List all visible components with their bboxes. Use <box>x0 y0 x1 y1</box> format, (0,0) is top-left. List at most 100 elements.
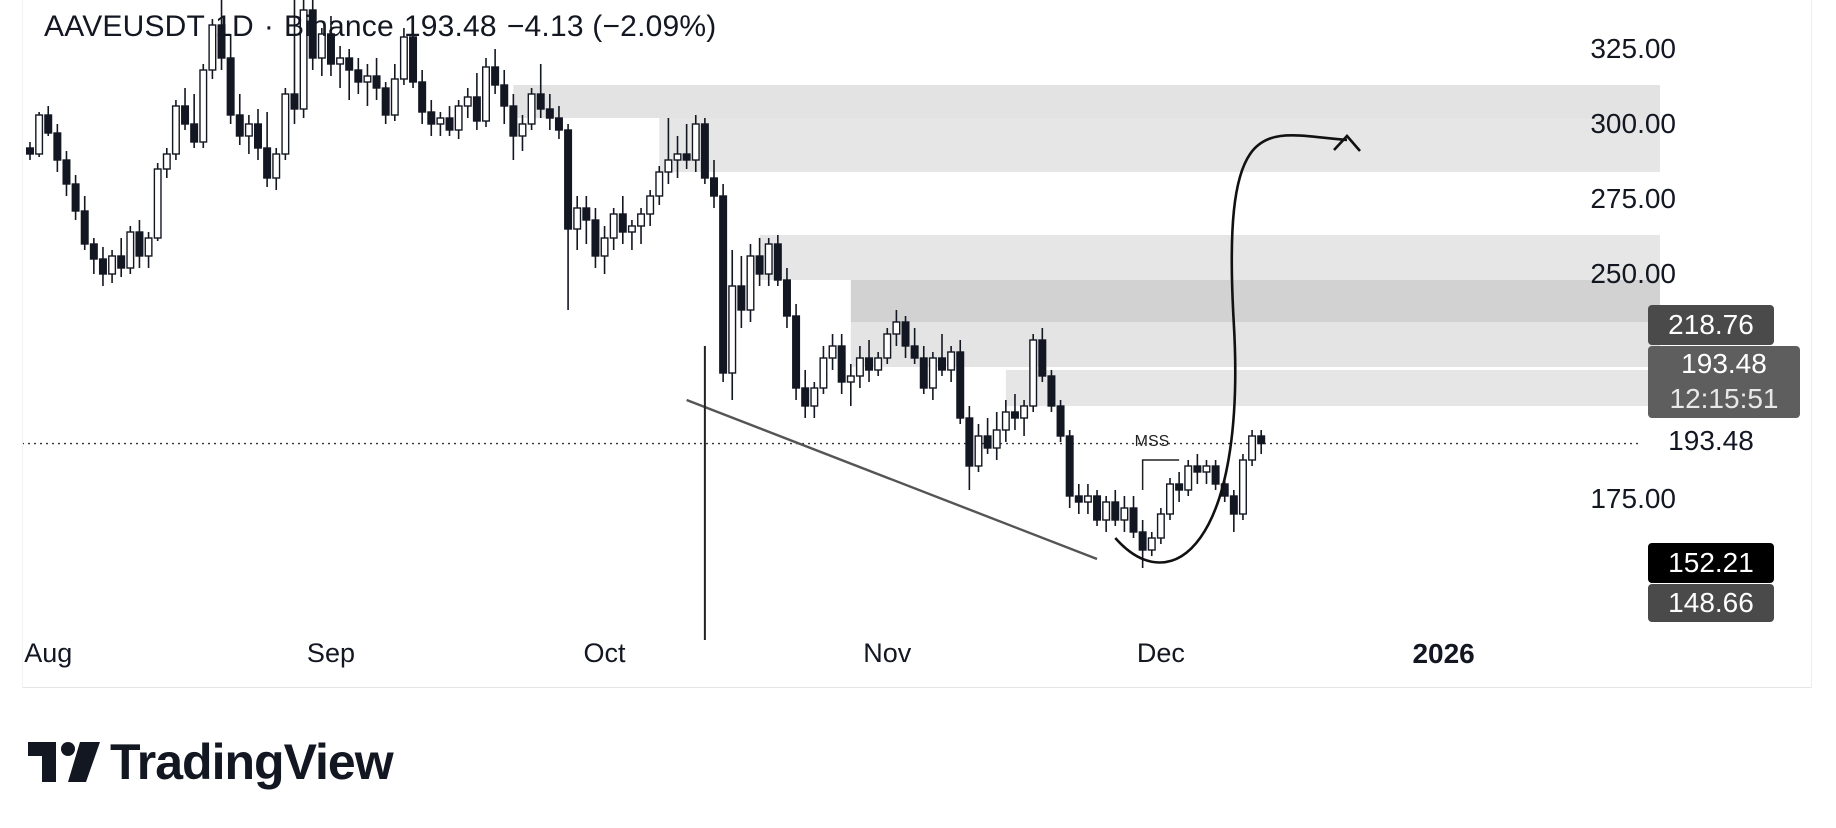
y-tick-label: 275.00 <box>1590 183 1676 214</box>
price-tag-3: 152.21 <box>1648 543 1774 583</box>
candle <box>226 34 235 124</box>
countdown-timer: 12:15:51 <box>1669 383 1779 414</box>
candle <box>272 148 281 190</box>
candle <box>1229 490 1238 532</box>
x-tick-label: Dec <box>1136 638 1185 668</box>
candle <box>1111 490 1120 526</box>
interval-label[interactable]: 1D <box>215 10 254 43</box>
candle <box>482 58 491 127</box>
candle <box>244 115 253 154</box>
candle <box>746 244 755 322</box>
candle <box>691 115 700 172</box>
candle <box>627 220 636 250</box>
candle <box>938 334 947 376</box>
candle <box>700 118 709 184</box>
candle <box>71 175 80 220</box>
x-tick-label: Aug <box>24 638 73 668</box>
candle <box>108 250 117 283</box>
candle <box>26 142 35 160</box>
candle <box>655 166 664 205</box>
candle <box>463 88 472 118</box>
candle <box>472 73 481 130</box>
candle <box>883 328 892 364</box>
y-tick-label: 175.00 <box>1590 483 1676 514</box>
candle <box>117 238 126 277</box>
price-tag-0: 218.76 <box>1648 305 1774 345</box>
candle <box>1147 532 1156 556</box>
zone-4 <box>850 322 1660 367</box>
candle <box>326 16 335 76</box>
x-tick-label: Oct <box>583 638 626 668</box>
candle <box>1038 328 1047 382</box>
candle <box>974 424 983 472</box>
candle <box>208 19 217 79</box>
candle <box>782 268 791 328</box>
tradingview-logo[interactable]: TradingView <box>28 733 394 791</box>
candle <box>983 418 992 454</box>
candle <box>755 238 764 286</box>
candle <box>153 163 162 241</box>
candle <box>1102 496 1111 532</box>
candle <box>436 112 445 136</box>
candle <box>673 136 682 178</box>
candle <box>609 208 618 250</box>
candle <box>828 334 837 370</box>
candle <box>1074 484 1083 514</box>
zone-3 <box>850 280 1660 322</box>
candle <box>418 70 427 124</box>
candle <box>892 310 901 346</box>
candle <box>454 100 463 139</box>
tradingview-logo-icon <box>28 742 100 782</box>
y-tick-label: 250.00 <box>1590 258 1676 289</box>
candle <box>336 46 345 88</box>
exchange-label: Binance <box>284 10 394 43</box>
candle <box>919 346 928 394</box>
price-tag-value: 193.48 <box>1681 348 1767 379</box>
mss-label: MSS <box>1135 433 1170 450</box>
candle <box>44 106 53 136</box>
price-change: −4.13 (−2.09%) <box>506 10 717 43</box>
candle <box>518 115 527 151</box>
annotations: MSS <box>1114 133 1361 564</box>
x-tick-label: Nov <box>863 638 912 668</box>
candle <box>199 64 208 148</box>
mss-bracket <box>1141 459 1180 490</box>
symbol-header[interactable]: AAVEUSDT 1D · Binance 193.48 −4.13 (−2.09%) <box>44 10 726 44</box>
candle <box>1202 460 1211 484</box>
candle <box>381 82 390 124</box>
candle <box>1056 400 1065 442</box>
candle <box>901 316 910 358</box>
projection-arrow-path[interactable] <box>1114 133 1348 564</box>
price-tag-2: 193.48 <box>1648 421 1774 461</box>
candle <box>682 124 691 169</box>
candle <box>1211 460 1220 490</box>
candle <box>409 25 418 88</box>
symbol-name[interactable]: AAVEUSDT <box>44 10 206 43</box>
candle <box>646 190 655 226</box>
candle <box>865 340 874 382</box>
candle <box>491 49 500 94</box>
candle <box>855 346 864 388</box>
candle <box>126 226 135 274</box>
candle <box>1047 370 1056 412</box>
candle <box>965 406 974 490</box>
candle <box>1093 490 1102 526</box>
candle <box>1193 454 1202 484</box>
candle <box>819 346 828 394</box>
candle <box>281 88 290 160</box>
candle <box>801 370 810 418</box>
arrow-head-icon <box>1333 134 1361 152</box>
candle <box>536 64 545 118</box>
candle <box>1175 472 1184 502</box>
descending-trendline[interactable] <box>686 398 1098 561</box>
candle <box>600 226 609 274</box>
candle <box>992 412 1001 460</box>
candle <box>527 88 536 130</box>
candle <box>363 64 372 106</box>
candle <box>35 112 44 157</box>
candle <box>1248 430 1257 466</box>
candle <box>290 0 299 124</box>
candle <box>399 28 408 85</box>
candle <box>162 148 171 178</box>
